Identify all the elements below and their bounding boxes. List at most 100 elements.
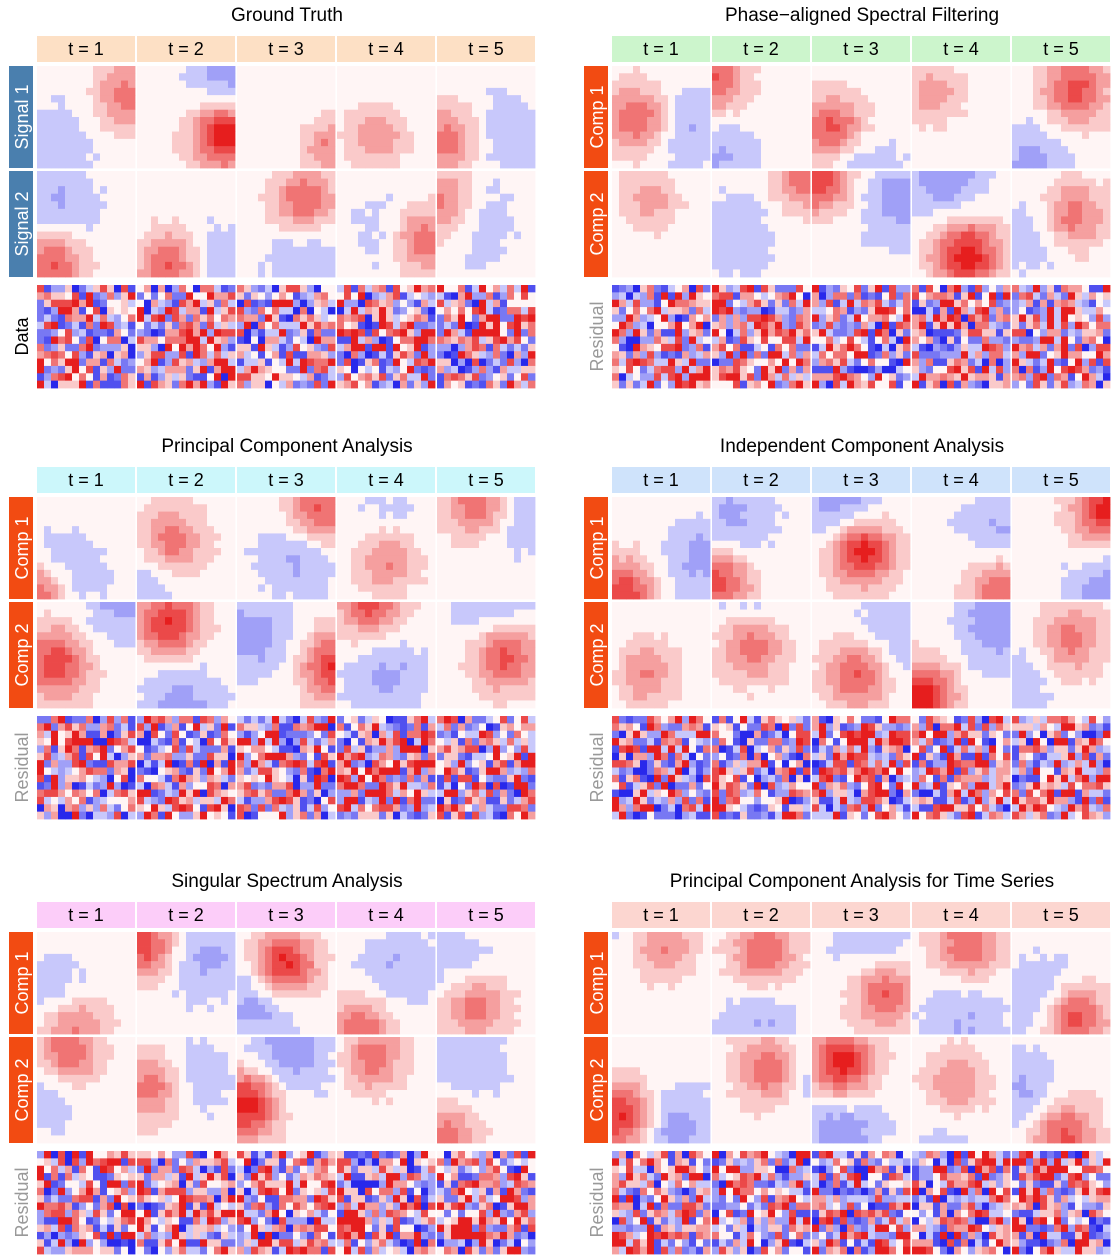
heatmap-cell — [44, 307, 52, 315]
heatmap-cell — [719, 231, 727, 240]
heatmap-cell — [812, 224, 820, 232]
heatmap-cell — [151, 109, 159, 118]
heatmap-cell — [65, 261, 73, 270]
heatmap-cell — [86, 292, 94, 301]
heatmap-cell — [214, 239, 222, 248]
heatmap-cell — [437, 153, 445, 162]
heatmap-cell — [933, 178, 941, 187]
heatmap-cell — [414, 138, 422, 147]
heatmap-cell — [668, 80, 676, 89]
heatmap-cell — [337, 131, 345, 140]
heatmap-cell — [72, 224, 80, 232]
heatmap-cell — [689, 117, 697, 125]
heatmap-cell — [444, 160, 452, 169]
heatmap-cell — [1075, 124, 1083, 132]
heatmap-cell — [51, 193, 59, 202]
heatmap-cell — [912, 124, 920, 132]
heatmap-cell — [400, 124, 408, 132]
heatmap-cell — [279, 224, 287, 232]
heatmap-cell — [640, 66, 648, 74]
heatmap-cell — [72, 201, 80, 210]
heatmap-tile — [37, 285, 136, 389]
heatmap-cell — [803, 80, 811, 89]
heatmap-cell — [186, 201, 194, 210]
heatmap-cell — [251, 146, 259, 154]
heatmap-cell — [186, 246, 194, 255]
heatmap-cell — [207, 124, 215, 132]
heatmap-cell — [989, 231, 997, 240]
heatmap-cell — [293, 208, 301, 217]
heatmap-cell — [626, 138, 634, 147]
heatmap-cell — [747, 109, 755, 118]
heatmap-cell — [279, 299, 287, 308]
heatmap-cell — [996, 138, 1004, 147]
heatmap-cell — [328, 95, 336, 103]
heatmap-cell — [486, 124, 494, 132]
heatmap-cell — [854, 246, 862, 255]
heatmap-cell — [165, 224, 173, 232]
heatmap-cell — [1003, 193, 1011, 202]
heatmap-cell — [428, 314, 436, 323]
heatmap-cell — [961, 224, 969, 232]
heatmap-cell — [726, 254, 734, 263]
heatmap-cell — [121, 358, 129, 367]
heatmap-cell — [626, 216, 634, 225]
heatmap-cell — [675, 109, 683, 118]
heatmap-cell — [619, 269, 627, 278]
heatmap-cell — [228, 329, 236, 337]
heatmap-tile — [437, 285, 536, 389]
heatmap-cell — [379, 146, 387, 154]
heatmap-cell — [158, 261, 166, 270]
heatmap-cell — [421, 178, 429, 187]
heatmap-cell — [158, 160, 166, 169]
heatmap-cell — [114, 95, 122, 103]
heatmap-cell — [100, 351, 108, 359]
heatmap-cell — [896, 117, 904, 125]
heatmap-cell — [444, 329, 452, 337]
heatmap-cell — [65, 336, 73, 345]
heatmap-cell — [612, 80, 620, 89]
heatmap-cell — [221, 146, 229, 154]
heatmap-cell — [421, 380, 429, 389]
heatmap-cell — [514, 239, 522, 248]
heatmap-cell — [619, 66, 627, 74]
heatmap-cell — [626, 73, 634, 81]
heatmap-cell — [726, 131, 734, 140]
heatmap-cell — [437, 351, 445, 359]
heatmap-cell — [200, 358, 208, 367]
heatmap-cell — [726, 102, 734, 111]
heatmap-cell — [128, 246, 136, 255]
heatmap-cell — [328, 131, 336, 140]
heatmap-cell — [782, 160, 790, 169]
heatmap-cell — [444, 201, 452, 210]
heatmap-cell — [272, 239, 280, 248]
heatmap-cell — [279, 365, 287, 374]
heatmap-cell — [393, 153, 401, 162]
heatmap-cell — [121, 73, 129, 81]
heatmap-cell — [300, 336, 308, 345]
heatmap-cell — [919, 117, 927, 125]
heatmap-cell — [251, 329, 259, 337]
heatmap-cell — [351, 254, 359, 263]
heatmap-cell — [740, 231, 748, 240]
heatmap-cell — [251, 246, 259, 255]
heatmap-cell — [486, 224, 494, 232]
heatmap-cell — [72, 146, 80, 154]
heatmap-cell — [789, 231, 797, 240]
heatmap-cell — [1047, 171, 1055, 179]
heatmap-cell — [165, 380, 173, 389]
heatmap-cell — [193, 329, 201, 337]
heatmap-cell — [179, 138, 187, 147]
heatmap-cell — [365, 269, 373, 278]
heatmap-cell — [654, 193, 662, 202]
heatmap-cell — [703, 254, 711, 263]
heatmap-cell — [782, 102, 790, 111]
heatmap-cell — [51, 216, 59, 225]
heatmap-cell — [307, 292, 315, 301]
heatmap-cell — [1054, 201, 1062, 210]
heatmap-cell — [968, 102, 976, 111]
heatmap-cell — [386, 239, 394, 248]
heatmap-cell — [740, 153, 748, 162]
heatmap-cell — [151, 216, 159, 225]
heatmap-cell — [479, 261, 487, 270]
